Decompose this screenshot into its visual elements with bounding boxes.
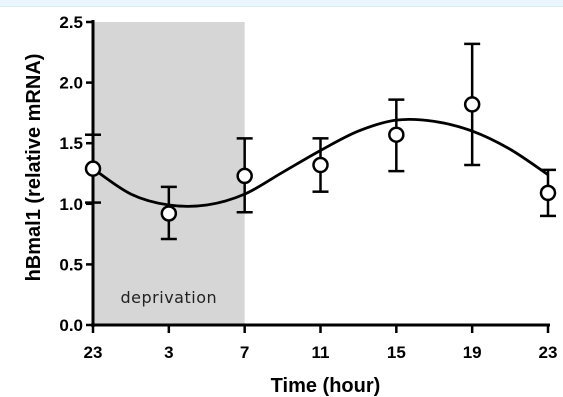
data-point [84, 133, 102, 204]
y-tick-label: 0.0 [59, 316, 83, 335]
x-tick-label: 23 [84, 343, 103, 362]
point-marker [539, 184, 557, 202]
point-marker [160, 205, 178, 222]
x-tick-label: 19 [463, 343, 482, 362]
y-tick-label: 2.5 [59, 13, 83, 32]
y-tick-label: 0.5 [59, 255, 83, 274]
y-tick-label: 1.0 [59, 195, 83, 214]
y-tick-label: 2.0 [59, 74, 83, 93]
data-point [388, 98, 405, 173]
data-point [312, 137, 329, 193]
data-point [236, 137, 253, 214]
x-tick-label: 15 [387, 343, 406, 362]
top-strip [0, 0, 563, 7]
point-marker [236, 167, 253, 185]
x-tick-label: 23 [539, 343, 558, 362]
x-axis-title: Time (hour) [271, 375, 381, 397]
point-marker [463, 96, 481, 113]
point-marker [388, 126, 405, 143]
x-tick-label: 7 [240, 343, 249, 362]
deprivation-region [93, 22, 245, 325]
point-marker [312, 156, 329, 174]
y-axis-title: hBmal1 (relative mRNA) [23, 54, 45, 282]
data-point [539, 168, 557, 218]
x-tick-label: 11 [312, 343, 330, 362]
deprivation-label: deprivation [121, 288, 218, 307]
point-marker [84, 160, 102, 177]
data-point [463, 42, 481, 167]
data-point [160, 185, 178, 241]
x-tick-label: 3 [164, 343, 173, 362]
y-tick-label: 1.5 [59, 134, 83, 153]
